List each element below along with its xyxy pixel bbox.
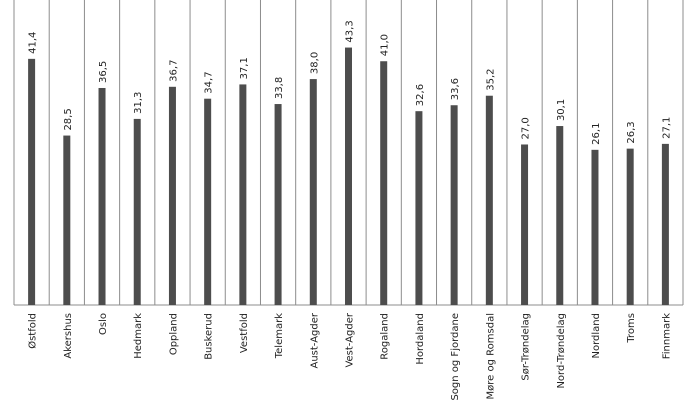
bar <box>98 87 106 305</box>
x-tick-label: Vest-Agder <box>345 312 356 367</box>
x-tick-label: Aust-Agder <box>309 312 320 368</box>
bar <box>556 126 564 306</box>
bar <box>168 86 176 305</box>
data-label: 41,0 <box>380 34 391 56</box>
data-label: 26,3 <box>626 121 637 143</box>
x-tick-label: Troms <box>626 313 637 344</box>
x-tick-label: Finnmark <box>661 313 672 359</box>
data-label: 31,3 <box>133 92 144 114</box>
x-tick-label: Oppland <box>168 313 179 355</box>
bar <box>204 98 212 305</box>
data-label: 32,6 <box>415 84 426 106</box>
data-label: 33,8 <box>274 77 285 99</box>
data-label: 36,7 <box>168 60 179 82</box>
x-tick-label: Akershus <box>63 313 74 359</box>
data-label: 26,1 <box>591 123 602 145</box>
x-tick-label: Oslo <box>98 313 109 335</box>
data-label: 41,4 <box>28 32 39 54</box>
bar <box>274 104 282 306</box>
bar <box>485 95 493 305</box>
bar <box>28 58 36 305</box>
data-label: 27,1 <box>661 117 672 139</box>
bar <box>133 118 141 305</box>
data-label: 43,3 <box>345 20 356 42</box>
bar <box>63 135 71 305</box>
data-label: 30,1 <box>556 99 567 121</box>
bar <box>239 84 247 305</box>
bar <box>521 144 529 305</box>
x-tick-label: Nordland <box>591 313 602 358</box>
data-label: 36,5 <box>98 61 109 83</box>
data-label: 35,2 <box>485 68 496 90</box>
bar <box>415 111 423 305</box>
x-tick-label: Vestfold <box>239 313 250 353</box>
bar <box>450 105 458 305</box>
x-tick-label: Sør-Trøndelag <box>521 313 532 381</box>
x-tick-label: Nord-Trøndelag <box>556 313 567 389</box>
x-tick-label: Sogn og Fjordane <box>450 313 461 401</box>
x-tick-label: Hedmark <box>133 313 144 359</box>
bar <box>380 61 388 305</box>
data-label: 33,6 <box>450 78 461 100</box>
x-tick-label: Østfold <box>27 313 39 349</box>
data-label: 28,5 <box>63 108 74 130</box>
bar <box>626 148 634 305</box>
data-label: 37,1 <box>239 57 250 79</box>
x-tick-label: Rogaland <box>380 313 391 360</box>
x-tick-label: Hordaland <box>415 313 426 365</box>
data-label: 34,7 <box>204 71 215 93</box>
x-tick-label: Telemark <box>274 313 285 359</box>
bar <box>661 143 669 305</box>
x-tick-label: Buskerud <box>204 313 215 360</box>
bar <box>309 79 317 306</box>
data-label: 38,0 <box>309 52 320 74</box>
bar <box>345 47 352 305</box>
data-label: 27,0 <box>521 117 532 139</box>
bar <box>591 149 599 305</box>
x-tick-label: Møre og Romsdal <box>485 313 496 399</box>
